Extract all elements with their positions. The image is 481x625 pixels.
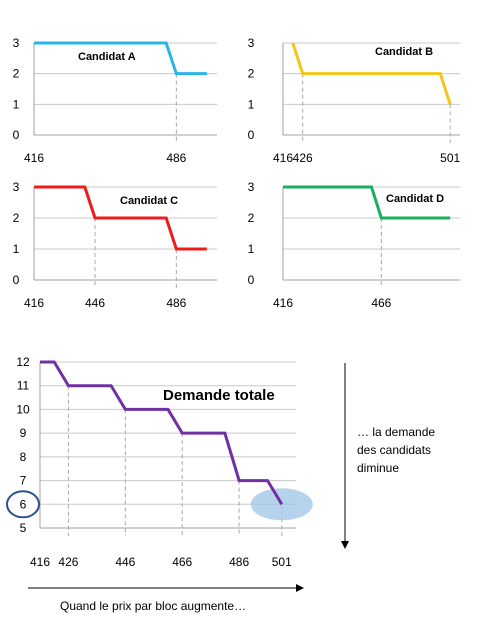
- x-tick-label: 486: [166, 296, 186, 310]
- chart-title: Candidat D: [386, 193, 444, 205]
- y-tick-label: 1: [248, 97, 255, 111]
- chart-2: 0 1 2 3 416 426 501 Candidat B: [248, 36, 461, 165]
- chart-title: Demande totale: [163, 387, 275, 404]
- y-tick-label: 6: [20, 497, 27, 511]
- y-tick-label: 11: [17, 379, 30, 393]
- y-tick-label: 1: [248, 242, 255, 256]
- y-tick-label: 9: [20, 426, 27, 440]
- y-tick-label: 2: [13, 67, 20, 81]
- x-tick-label: 446: [85, 296, 105, 310]
- x-tick-label: 426: [58, 555, 78, 569]
- x-tick-label: 466: [371, 296, 391, 310]
- chart-1: 0 1 2 3 416 486 Candidat A: [13, 36, 217, 165]
- x-tick-label: 466: [172, 555, 192, 569]
- y-tick-label: 0: [13, 128, 20, 142]
- right-note-line-3: diminue: [357, 461, 399, 475]
- chart-title: Candidat C: [120, 195, 178, 207]
- y-tick-label: 2: [248, 67, 255, 81]
- series-line: [34, 185, 207, 251]
- y-tick-label: 2: [248, 211, 255, 225]
- y-tick-label: 5: [20, 521, 27, 535]
- x-tick-label: 486: [166, 151, 186, 165]
- x-tick-label: 486: [229, 555, 249, 569]
- y-tick-label: 10: [16, 402, 30, 416]
- x-tick-label: 501: [440, 151, 460, 165]
- x-tick-label: 416: [273, 151, 293, 165]
- y-tick-label: 3: [248, 36, 255, 50]
- chart-title: Candidat B: [375, 46, 433, 58]
- bottom-note: Quand le prix par bloc augmente…: [60, 599, 246, 613]
- y-tick-label: 1: [13, 97, 20, 111]
- chart-5: 5 6 7 8 9 10 11 12 416 426 446 466 486 501 Demande tot…: [6, 355, 313, 569]
- right-note-line-2: des candidats: [357, 443, 431, 457]
- y-tick-label: 0: [248, 128, 255, 142]
- x-tick-label: 416: [273, 296, 293, 310]
- y-tick-label: 2: [13, 211, 20, 225]
- y-tick-label: 12: [16, 355, 30, 369]
- x-tick-label: 416: [24, 151, 44, 165]
- y-value-circle: [6, 490, 40, 519]
- y-tick-label: 3: [248, 180, 255, 194]
- y-tick-label: 3: [13, 36, 20, 50]
- chart-4: 0 1 2 3 416 466 Candidat D: [248, 180, 460, 310]
- chart-title: Candidat A: [78, 51, 136, 63]
- y-tick-label: 3: [13, 180, 20, 194]
- chart-3: 0 1 2 3 416 446 486 Candidat C: [13, 180, 217, 310]
- series-line: [40, 360, 284, 506]
- y-tick-label: 0: [13, 273, 20, 287]
- x-tick-label: 446: [115, 555, 135, 569]
- y-tick-label: 7: [20, 474, 27, 488]
- x-tick-label: 501: [272, 555, 292, 569]
- x-tick-label: 416: [30, 555, 50, 569]
- x-tick-label: 426: [293, 151, 313, 165]
- series-line: [283, 185, 451, 220]
- right-note-line-1: … la demande: [357, 425, 435, 439]
- series-line: [291, 42, 452, 105]
- y-tick-label: 8: [20, 450, 27, 464]
- series-line: [34, 41, 207, 76]
- x-tick-label: 416: [24, 296, 44, 310]
- y-tick-label: 1: [13, 242, 20, 256]
- y-tick-label: 0: [248, 273, 255, 287]
